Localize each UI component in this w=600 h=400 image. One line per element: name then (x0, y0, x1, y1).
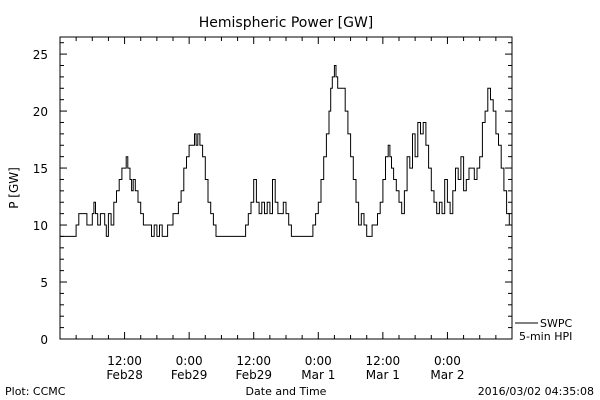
x-tick-label-time: 0:00 (176, 354, 203, 368)
legend-label-swpc: SWPC (540, 317, 572, 330)
y-tick-label: 10 (33, 219, 48, 233)
y-tick-label: 15 (33, 162, 48, 176)
footer-plot-source: Plot: CCMC (5, 385, 66, 398)
y-tick-label: 20 (33, 105, 48, 119)
y-axis-ticks: 0 5 10 15 20 25 (33, 42, 512, 347)
x-tick-label-date: Feb29 (235, 368, 272, 382)
x-tick-label-date: Feb28 (106, 368, 143, 382)
x-tick-label-time: 12:00 (236, 354, 271, 368)
chart-title: Hemispheric Power [GW] (199, 15, 374, 31)
y-tick-label: 0 (40, 333, 48, 347)
x-tick-label-date: Feb29 (171, 368, 208, 382)
y-axis-label: P [GW] (7, 167, 21, 209)
x-tick-label-time: 12:00 (366, 354, 401, 368)
x-tick-label-date: Mar 2 (430, 368, 464, 382)
x-tick-label-date: Mar 1 (301, 368, 335, 382)
hemispheric-power-series-line (60, 65, 512, 237)
footer-timestamp: 2016/03/02 04:35:08 (478, 385, 594, 398)
x-tick-label-time: 0:00 (434, 354, 461, 368)
x-tick-label-time: 12:00 (107, 354, 142, 368)
legend: SWPC 5-min HPI (515, 317, 572, 343)
y-tick-label: 5 (40, 276, 48, 290)
legend-label-hpi: 5-min HPI (519, 330, 572, 343)
x-tick-label-time: 0:00 (305, 354, 332, 368)
x-tick-label-date: Mar 1 (366, 368, 400, 382)
x-axis-label: Date and Time (246, 385, 327, 398)
y-tick-label: 25 (33, 48, 48, 62)
